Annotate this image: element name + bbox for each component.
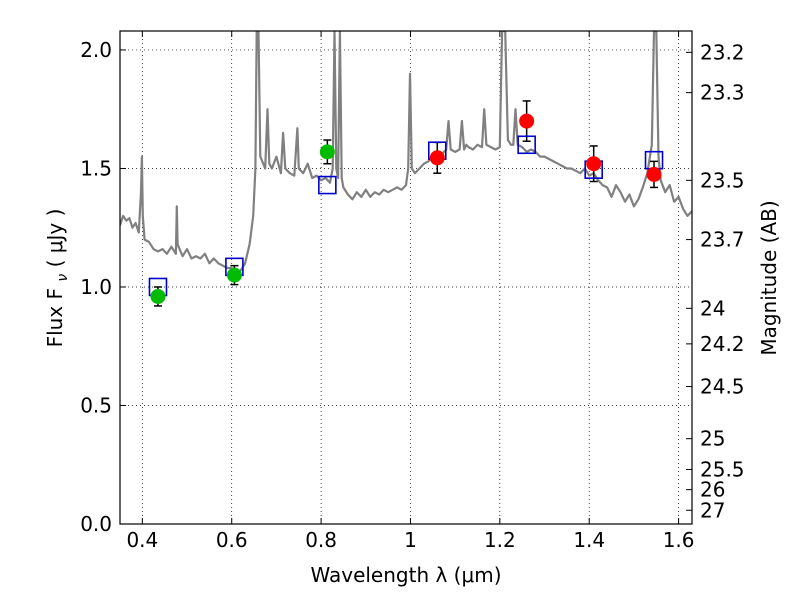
magnitude-tick-label: 23.5: [700, 168, 745, 192]
x-tick-label: 1: [404, 528, 417, 552]
observed-flux-point: [646, 166, 662, 182]
y-tick-label: 0.0: [80, 512, 112, 536]
svg-text:Flux F ν ( μJy ): Flux F ν ( μJy ): [43, 209, 71, 348]
x-tick-label: 1.4: [573, 528, 605, 552]
magnitude-tick-label: 23.2: [700, 40, 745, 64]
observed-flux-point: [429, 150, 445, 166]
observed-flux-point: [150, 288, 166, 304]
magnitude-tick-label: 25: [700, 427, 725, 451]
y-tick-label: 1.5: [80, 156, 112, 180]
model-flux-square: [318, 175, 337, 195]
magnitude-tick-label: 24.5: [700, 375, 745, 399]
y-axis-label-subscript: ν: [55, 274, 71, 282]
x-axis-label: Wavelength λ (μm): [310, 563, 501, 587]
magnitude-tick-label: 23.3: [700, 81, 745, 105]
x-tick-label: 0.4: [126, 528, 158, 552]
x-tick-label: 0.8: [305, 528, 337, 552]
tick-marks: [120, 31, 692, 525]
model-spectrum-line: [120, 31, 692, 274]
magnitude-tick-label: 24: [700, 296, 725, 320]
right-axis-label: Magnitude (AB): [757, 200, 781, 355]
observed-flux-point: [586, 156, 602, 172]
magnitude-tick-label: 23.7: [700, 228, 745, 252]
x-tick-labels: 0.4 0.6 0.8 1 1.2 1.4 1.6: [126, 528, 694, 552]
y-axis-label-unit: ( μJy ): [43, 209, 67, 268]
spectrum-layer: [120, 31, 692, 274]
y-axis-label: Flux F: [43, 288, 67, 347]
model-flux-square: [517, 135, 536, 155]
plot-frame: [119, 30, 693, 525]
observed-flux-point: [319, 144, 335, 160]
magnitude-tick-label: 27: [700, 498, 725, 522]
y-tick-label: 1.0: [80, 275, 112, 299]
x-tick-label: 0.6: [216, 528, 248, 552]
magnitude-tick-label: 25.5: [700, 457, 745, 481]
marker-layer: [148, 100, 664, 307]
observed-flux-point: [519, 113, 535, 129]
y-axis-label-group: Flux F ν ( μJy ): [43, 209, 71, 348]
x-tick-label: 1.6: [663, 528, 695, 552]
x-tick-label: 1.2: [484, 528, 516, 552]
observed-flux-point: [226, 267, 242, 283]
magnitude-tick-label: 24.2: [700, 332, 745, 356]
y-tick-label: 2.0: [80, 38, 112, 62]
y-tick-labels: 0.0 0.5 1.0 1.5 2.0: [80, 38, 112, 536]
y-tick-label: 0.5: [80, 393, 112, 417]
magnitude-tick-label: 26: [700, 478, 725, 502]
gridlines: [120, 31, 692, 525]
